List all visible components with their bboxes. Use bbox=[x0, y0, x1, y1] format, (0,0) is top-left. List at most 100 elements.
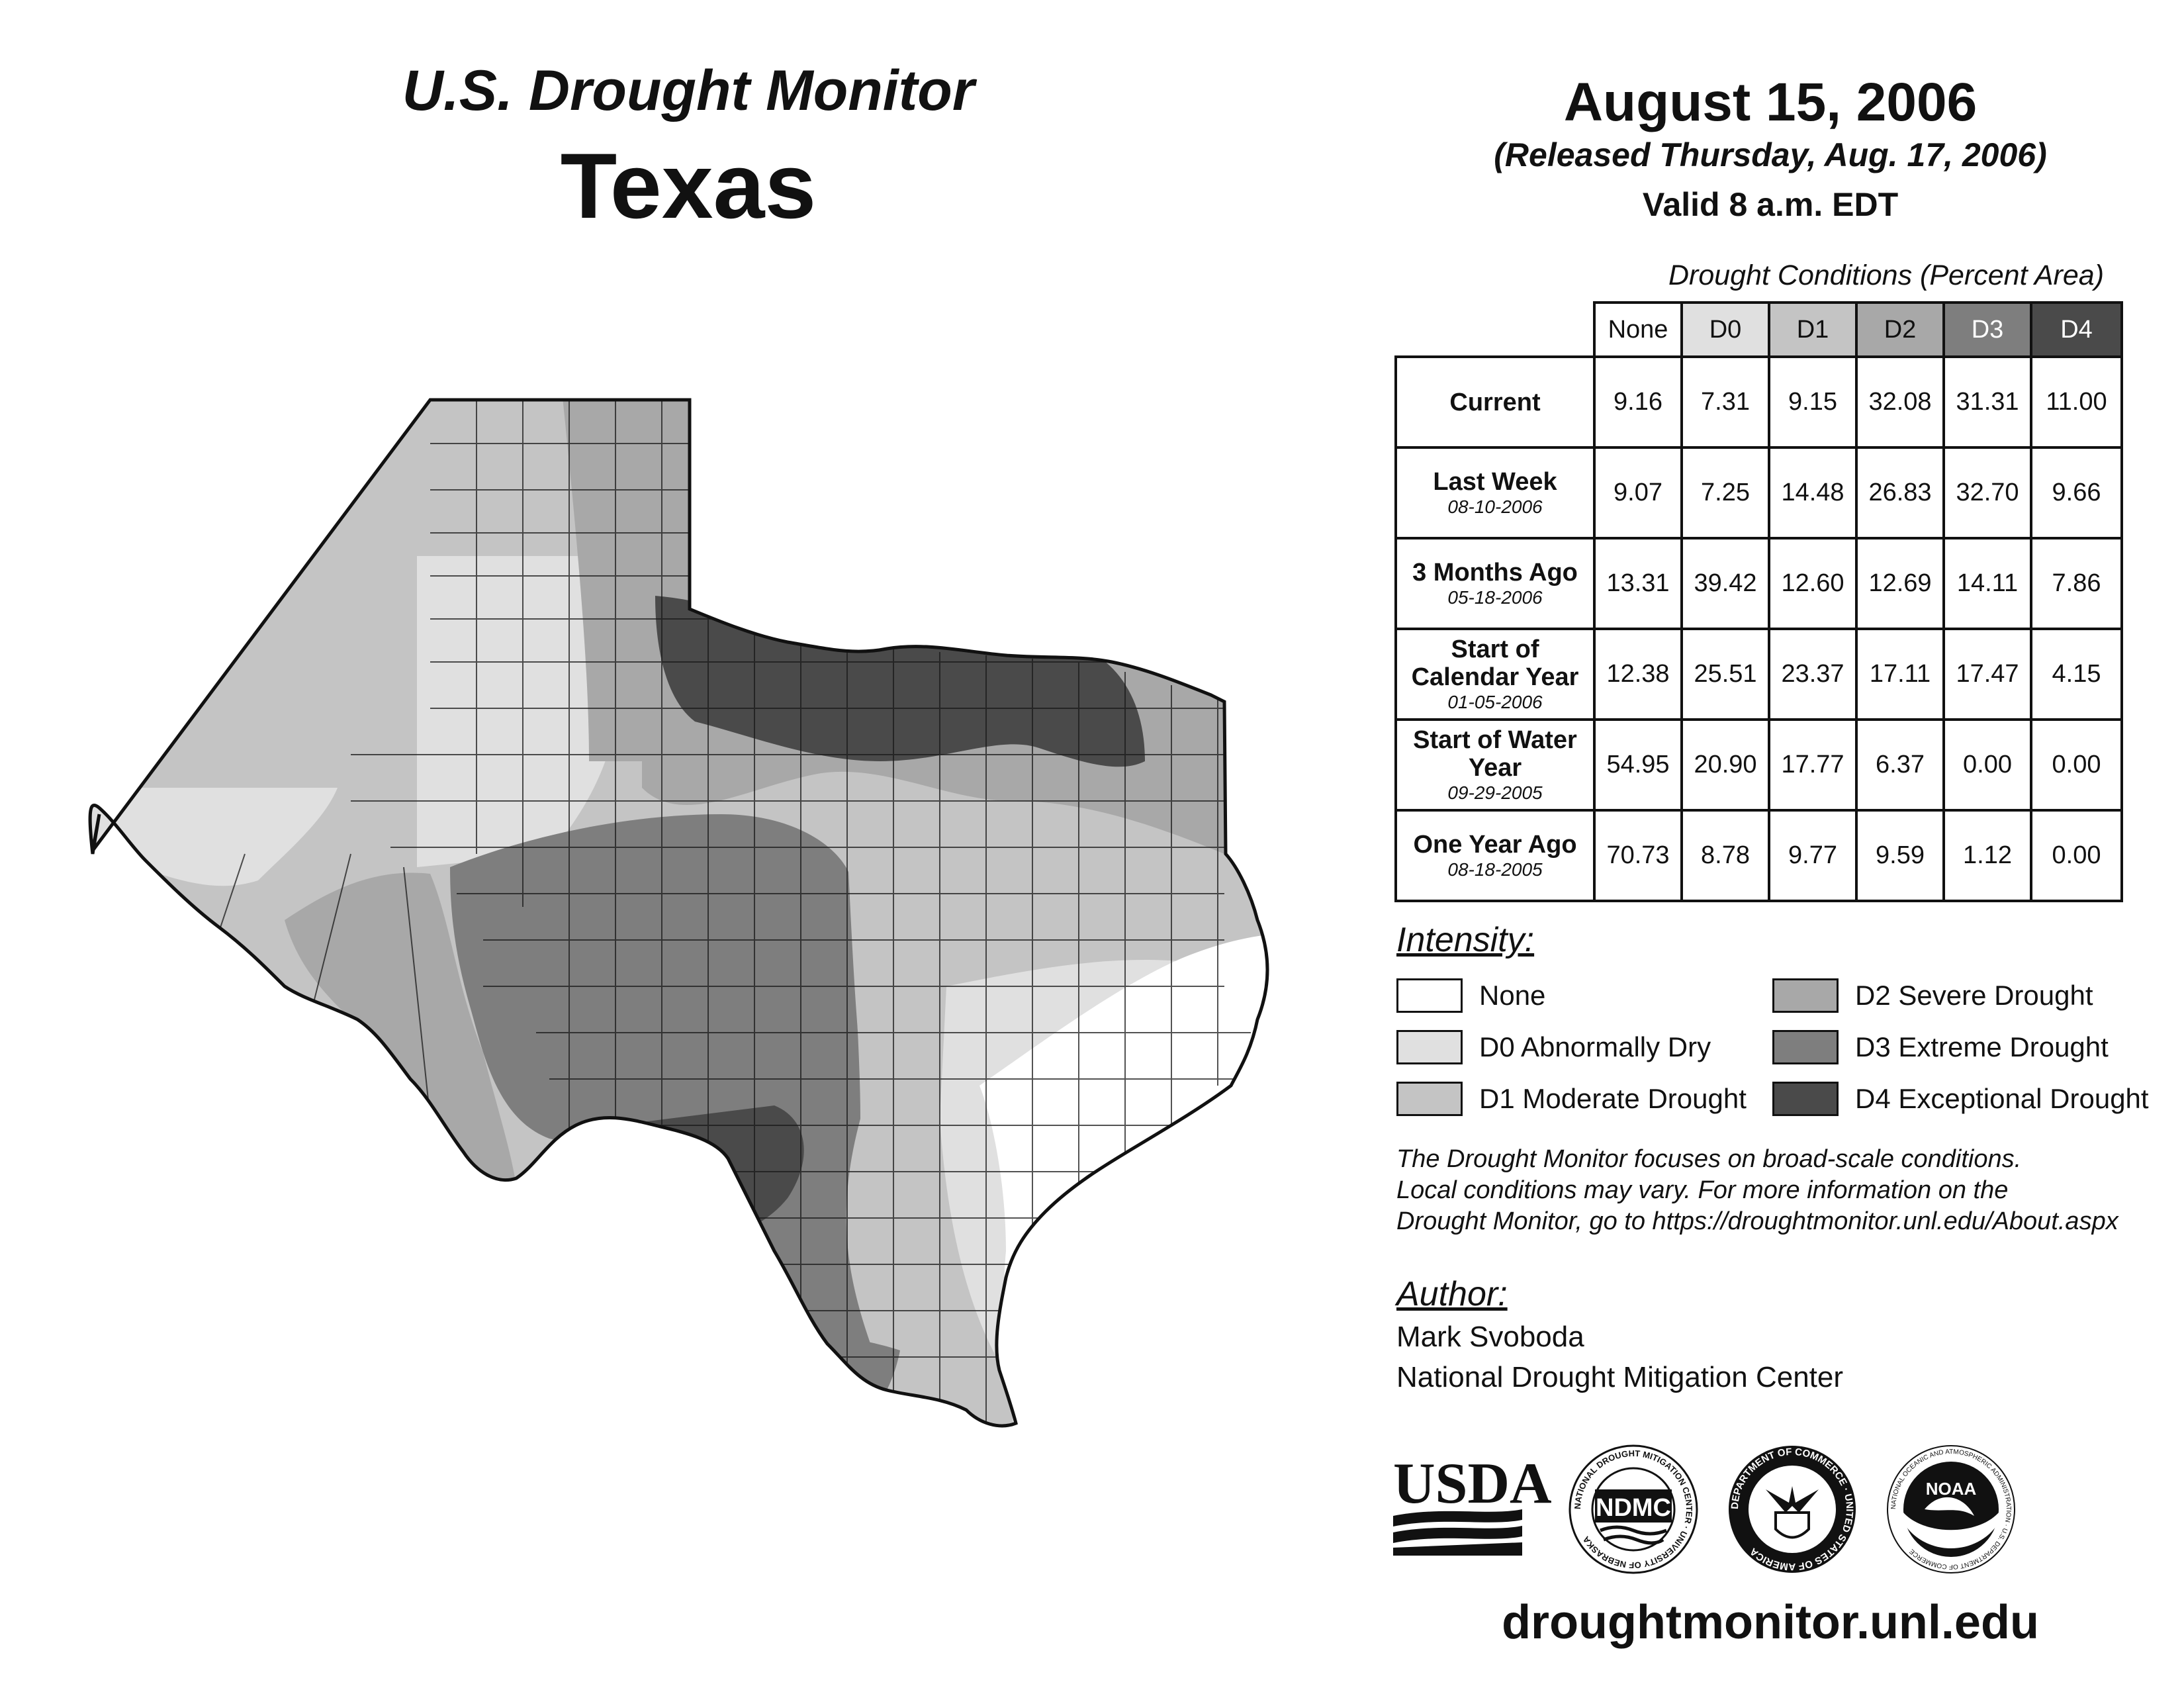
legend-swatch bbox=[1396, 978, 1463, 1013]
cell-d2: 32.08 bbox=[1855, 355, 1945, 449]
col-header-d4: D4 bbox=[2030, 301, 2123, 358]
table-row-last-week: Last Week 08-10-2006 9.07 7.25 14.48 26.8… bbox=[1394, 446, 2123, 539]
disclaimer-note: The Drought Monitor focuses on broad-sca… bbox=[1396, 1144, 2177, 1237]
legend-swatch bbox=[1772, 978, 1839, 1013]
col-header-d1: D1 bbox=[1768, 301, 1858, 358]
cell-none: 12.38 bbox=[1593, 628, 1683, 721]
ndmc-logo-text: NDMC bbox=[1596, 1494, 1671, 1522]
cell-d4: 7.86 bbox=[2030, 537, 2123, 630]
valid-time: Valid 8 a.m. EDT bbox=[1642, 186, 1899, 223]
note-line: Local conditions may vary. For more info… bbox=[1396, 1176, 2009, 1204]
cell-d3: 0.00 bbox=[1942, 718, 2032, 812]
cell-d0: 7.31 bbox=[1680, 355, 1770, 449]
row-date: 05-18-2006 bbox=[1447, 586, 1543, 608]
commerce-inner bbox=[1749, 1466, 1836, 1553]
cell-d0: 25.51 bbox=[1680, 628, 1770, 721]
cell-none: 9.16 bbox=[1593, 355, 1683, 449]
cell-none: 13.31 bbox=[1593, 537, 1683, 630]
legend-label: D4 Exceptional Drought bbox=[1855, 1083, 2149, 1114]
legend-label: D2 Severe Drought bbox=[1855, 980, 2093, 1011]
cell-d0: 20.90 bbox=[1680, 718, 1770, 812]
legend-swatch bbox=[1772, 1082, 1839, 1116]
map-state-title: Texas bbox=[560, 134, 817, 238]
cell-d3: 32.70 bbox=[1942, 446, 2032, 539]
table-corner bbox=[1396, 303, 1596, 358]
legend-swatch bbox=[1396, 1030, 1463, 1064]
cell-d4: 9.66 bbox=[2030, 446, 2123, 539]
table-header-row: None D0 D1 D2 D3 D4 bbox=[1396, 301, 2123, 358]
row-title: Start of Calendar Year bbox=[1411, 635, 1579, 691]
cell-d2: 9.59 bbox=[1855, 809, 1945, 902]
legend-label: D1 Moderate Drought bbox=[1479, 1083, 1747, 1114]
cell-d2: 12.69 bbox=[1855, 537, 1945, 630]
map-date: August 15, 2006 bbox=[1563, 72, 1978, 132]
row-title: Last Week bbox=[1433, 467, 1557, 496]
map-product-title: U.S. Drought Monitor bbox=[402, 59, 975, 122]
row-label: 3 Months Ago 05-18-2006 bbox=[1394, 537, 1596, 630]
row-date: 08-10-2006 bbox=[1447, 496, 1543, 517]
texas-drought-map bbox=[86, 391, 1291, 1536]
cell-d1: 9.15 bbox=[1768, 355, 1858, 449]
author-name: Mark Svoboda bbox=[1396, 1321, 1584, 1353]
table-caption: Drought Conditions (Percent Area) bbox=[1668, 259, 2105, 291]
website-url[interactable]: droughtmonitor.unl.edu bbox=[1502, 1596, 2039, 1649]
ndmc-waves bbox=[1600, 1525, 1667, 1545]
row-date: 01-05-2006 bbox=[1447, 691, 1543, 712]
agency-logos: USDA NDMC NATIONAL DROUGHT MITIGATION CE… bbox=[1393, 1444, 2015, 1574]
row-label: Current bbox=[1394, 355, 1596, 449]
row-title: 3 Months Ago bbox=[1412, 558, 1578, 586]
cell-d4: 4.15 bbox=[2030, 628, 2123, 721]
cell-d1: 9.77 bbox=[1768, 809, 1858, 902]
commerce-logo: DEPARTMENT OF COMMERCE · UNITED STATES O… bbox=[1729, 1446, 1856, 1573]
cell-d4: 11.00 bbox=[2030, 355, 2123, 449]
cell-d1: 17.77 bbox=[1768, 718, 1858, 812]
drought-conditions-table: None D0 D1 D2 D3 D4 Current 9.16 7.31 9.… bbox=[1394, 301, 2123, 902]
legend-title: Intensity: bbox=[1396, 921, 1535, 959]
usda-logo: USDA bbox=[1393, 1452, 1552, 1556]
cell-d1: 12.60 bbox=[1768, 537, 1858, 630]
cell-d2: 6.37 bbox=[1855, 718, 1945, 812]
usda-logo-stripes bbox=[1393, 1509, 1522, 1556]
legend-label: D3 Extreme Drought bbox=[1855, 1031, 2109, 1062]
noaa-logo-text: NOAA bbox=[1926, 1479, 1977, 1499]
row-date: 09-29-2005 bbox=[1447, 782, 1543, 803]
cell-d1: 14.48 bbox=[1768, 446, 1858, 539]
noaa-bird-icon bbox=[1903, 1497, 1999, 1548]
zone-d2-west bbox=[285, 872, 516, 1185]
cell-d3: 17.47 bbox=[1942, 628, 2032, 721]
row-date: 08-18-2005 bbox=[1447, 859, 1543, 880]
zone-d0-panhandle bbox=[417, 556, 623, 867]
commerce-shield-icon bbox=[1774, 1511, 1810, 1539]
table-row-calendar-year: Start of Calendar Year 01-05-2006 12.38 2… bbox=[1394, 628, 2123, 721]
row-label: Start of Calendar Year 01-05-2006 bbox=[1394, 628, 1596, 721]
legend-label: D0 Abnormally Dry bbox=[1479, 1031, 1711, 1062]
col-header-d2: D2 bbox=[1855, 301, 1945, 358]
note-line: Drought Monitor, go to https://droughtmo… bbox=[1396, 1207, 2118, 1235]
table-row-current: Current 9.16 7.31 9.15 32.08 31.31 11.00 bbox=[1394, 355, 2123, 449]
cell-d3: 31.31 bbox=[1942, 355, 2032, 449]
cell-d0: 8.78 bbox=[1680, 809, 1770, 902]
cell-d4: 0.00 bbox=[2030, 718, 2123, 812]
col-header-d0: D0 bbox=[1680, 301, 1770, 358]
row-title: Current bbox=[1449, 388, 1541, 416]
cell-none: 70.73 bbox=[1593, 809, 1683, 902]
commerce-eagle-icon bbox=[1766, 1486, 1819, 1513]
cell-none: 54.95 bbox=[1593, 718, 1683, 812]
table-row-3-months: 3 Months Ago 05-18-2006 13.31 39.42 12.60… bbox=[1394, 537, 2123, 630]
row-title: Start of Water Year bbox=[1413, 726, 1577, 782]
table-row-water-year: Start of Water Year 09-29-2005 54.95 20.9… bbox=[1394, 718, 2123, 812]
row-label: One Year Ago 08-18-2005 bbox=[1394, 809, 1596, 902]
col-header-d3: D3 bbox=[1942, 301, 2032, 358]
row-label: Last Week 08-10-2006 bbox=[1394, 446, 1596, 539]
cell-d2: 17.11 bbox=[1855, 628, 1945, 721]
cell-d4: 0.00 bbox=[2030, 809, 2123, 902]
cell-d0: 39.42 bbox=[1680, 537, 1770, 630]
note-line: The Drought Monitor focuses on broad-sca… bbox=[1396, 1145, 2022, 1173]
table-row-one-year: One Year Ago 08-18-2005 70.73 8.78 9.77 9… bbox=[1394, 809, 2123, 902]
legend-label: None bbox=[1479, 980, 1546, 1011]
usda-logo-text: USDA bbox=[1393, 1452, 1552, 1516]
cell-d3: 1.12 bbox=[1942, 809, 2032, 902]
author-title: Author: bbox=[1396, 1275, 1508, 1313]
row-title: One Year Ago bbox=[1413, 830, 1577, 859]
legend-swatch bbox=[1772, 1030, 1839, 1064]
